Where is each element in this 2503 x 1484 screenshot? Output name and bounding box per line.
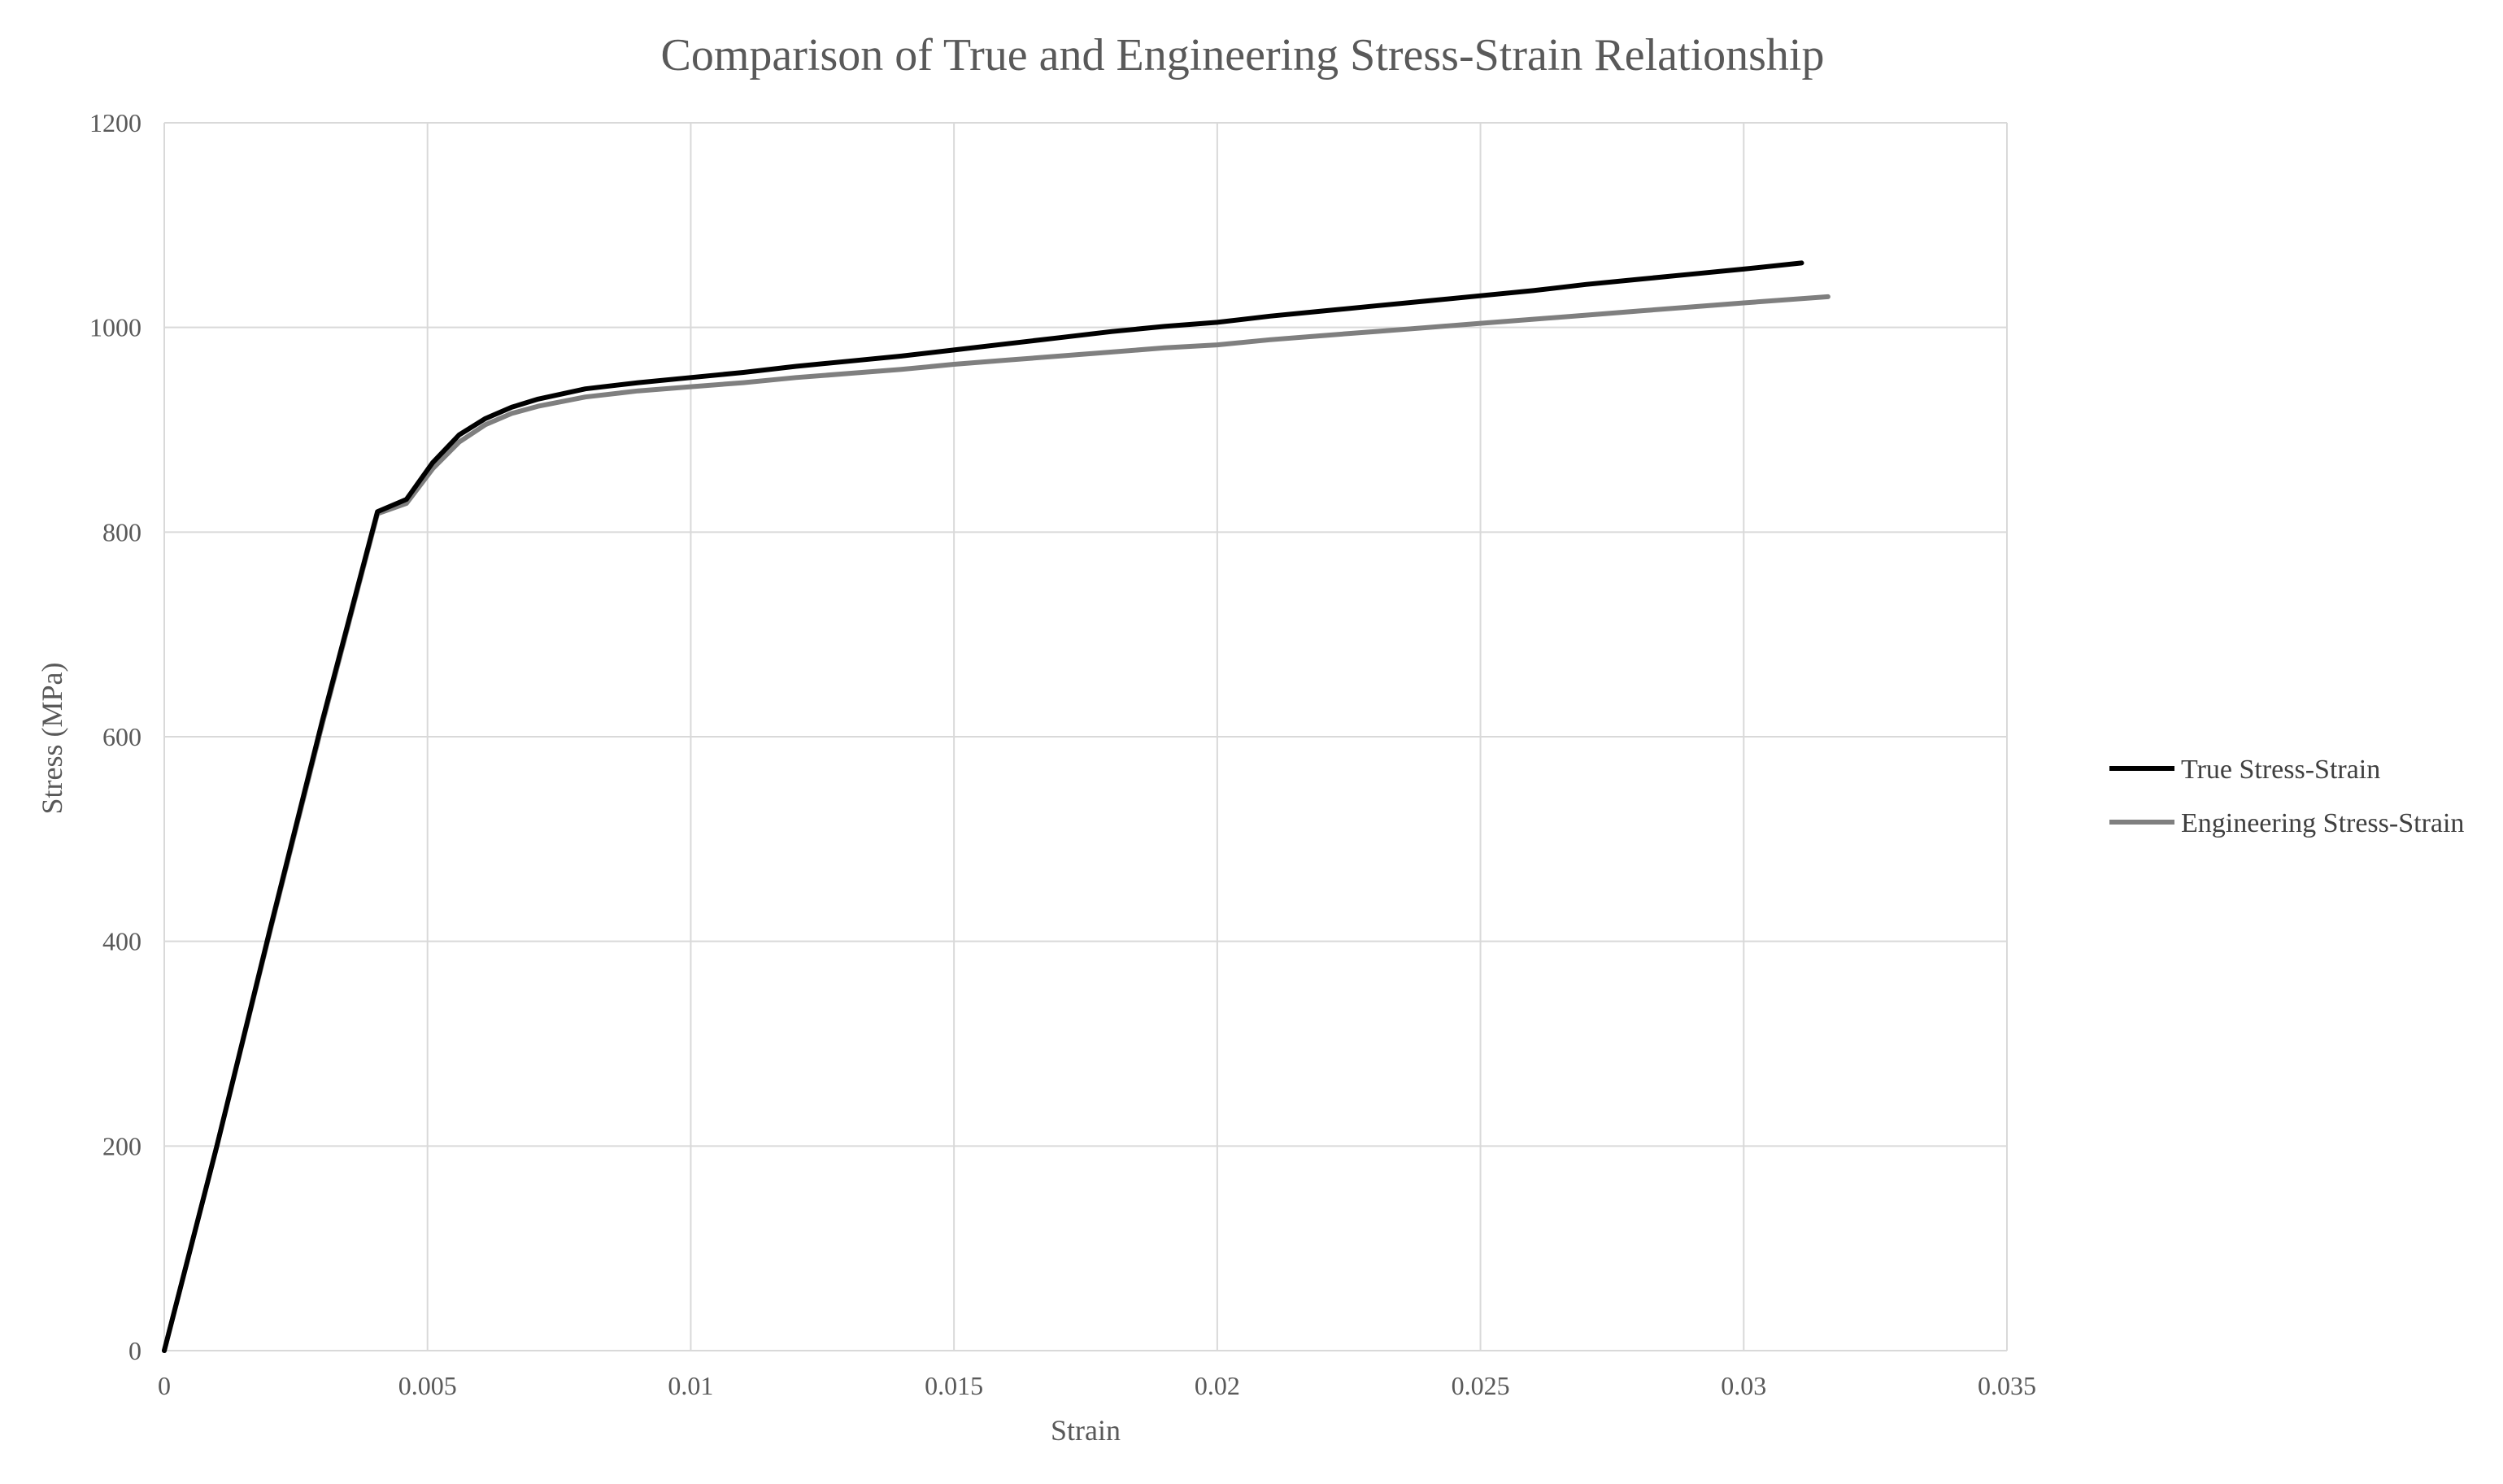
y-tick-label: 1000: [89, 313, 141, 342]
x-tick-label: 0.005: [398, 1371, 457, 1400]
legend: True Stress-Strain Engineering Stress-Str…: [2109, 755, 2464, 838]
y-axis-title: Stress (MPa): [36, 663, 68, 815]
x-tick-label: 0: [158, 1371, 171, 1400]
tick-labels: 0 200 400 600 800 1000 1200 0 0.005 0.01 0.015 0.02…: [89, 108, 2036, 1400]
x-tick-label: 0.02: [1195, 1371, 1240, 1400]
x-tick-label: 0.015: [925, 1371, 983, 1400]
y-tick-label: 0: [128, 1336, 141, 1365]
series-line-engineering-stress-strain: [162, 294, 1830, 1353]
x-axis-title: Strain: [1051, 1414, 1121, 1447]
x-tick-label: 0.01: [668, 1371, 713, 1400]
y-tick-label: 600: [102, 722, 141, 751]
gridlines: [164, 122, 2008, 1351]
series-line-true-stress-strain: [162, 260, 1804, 1353]
y-tick-label: 800: [102, 517, 141, 546]
legend-label-engineering-stress-strain: Engineering Stress-Strain: [2181, 808, 2464, 838]
y-tick-label: 200: [102, 1131, 141, 1160]
y-tick-label: 400: [102, 927, 141, 956]
x-tick-label: 0.035: [1978, 1371, 2036, 1400]
axes: [163, 123, 2007, 1351]
chart-title: Comparison of True and Engineering Stres…: [661, 30, 1825, 81]
y-tick-label: 1200: [89, 108, 141, 137]
x-tick-label: 0.03: [1721, 1371, 1766, 1400]
x-tick-label: 0.025: [1452, 1371, 1510, 1400]
legend-label-true-stress-strain: True Stress-Strain: [2181, 755, 2380, 785]
plot-series: [162, 260, 1830, 1353]
